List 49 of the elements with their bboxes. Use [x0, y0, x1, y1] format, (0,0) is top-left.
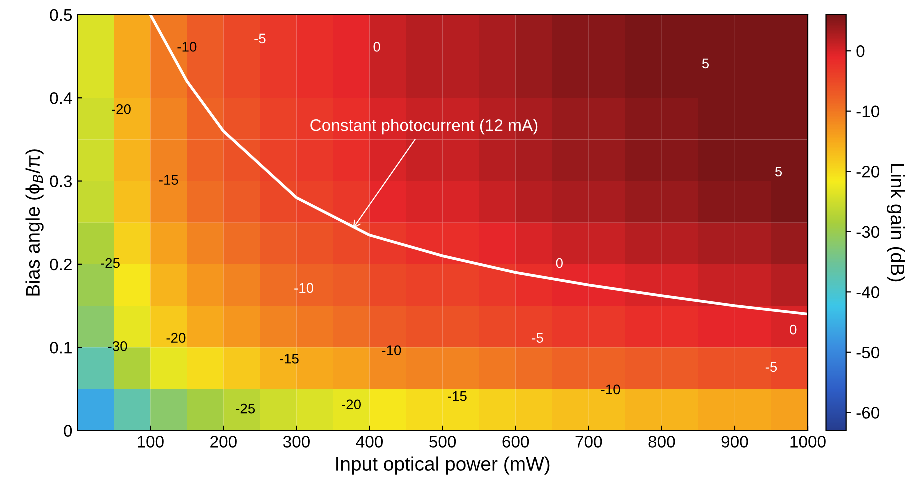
annotation: -20	[342, 400, 361, 410]
y-tick-label: 0.5	[50, 9, 72, 22]
line-series	[149, 14, 808, 316]
color-bar-label: -40	[856, 286, 880, 298]
x-tick-label: 300	[283, 436, 310, 448]
x-axis-title: Input optical power (mW)	[336, 456, 550, 475]
color-bar-label: -30	[856, 226, 880, 238]
y-tick-label: 0.1	[50, 342, 72, 354]
annotation: 0	[374, 42, 380, 52]
color-bar-title: Link gain (dB)	[887, 164, 906, 282]
annotation: -20	[112, 104, 131, 114]
annotation: -5	[254, 34, 266, 44]
annotation: -15	[448, 392, 467, 402]
annotation: 5	[702, 58, 710, 69]
annotation: -30	[108, 341, 128, 352]
y-tick-label: 0.3	[50, 176, 72, 188]
annotation: 0	[790, 324, 797, 335]
x-tick-label: 200	[210, 436, 237, 448]
annotation: -20	[166, 333, 186, 344]
annotation: -10	[294, 283, 314, 294]
color-bar-label: -50	[856, 346, 880, 359]
annotation: -10	[382, 346, 402, 356]
annotation: -10	[178, 42, 197, 52]
annotation: -15	[280, 354, 299, 364]
x-tick-label: 1000	[790, 436, 826, 448]
color-bar-label: 0	[856, 46, 865, 58]
x-tick-label: 100	[138, 436, 164, 448]
x-tick-label: 900	[722, 436, 748, 448]
y-tick-label: 0.2	[50, 258, 72, 271]
y-tick-label: 0.4	[50, 92, 72, 104]
x-tick-label: 700	[576, 436, 602, 448]
annotation: -5	[766, 362, 778, 372]
color-bar-label: -60	[856, 407, 880, 419]
annotation: 5	[775, 166, 782, 177]
color-bar-label: -10	[856, 106, 880, 118]
annotation: 0	[556, 258, 563, 268]
y-tick-label: 0	[64, 425, 72, 437]
x-tick-label: 500	[430, 436, 456, 448]
annotation: Constant photocurrent (12 mA)	[310, 119, 538, 135]
y-axis-title: Bias angle (ϕ$_{B}$/π)	[26, 150, 44, 296]
annotation: -25	[101, 258, 120, 268]
x-tick-label: 800	[648, 436, 676, 448]
annotation: -25	[236, 404, 256, 414]
annotation: -5	[532, 333, 544, 344]
annotation: -15	[159, 175, 178, 185]
x-tick-label: 600	[502, 436, 530, 448]
color-bar-label: -20	[856, 166, 880, 178]
annotation: -10	[601, 384, 620, 395]
x-tick-label: 400	[356, 436, 384, 448]
